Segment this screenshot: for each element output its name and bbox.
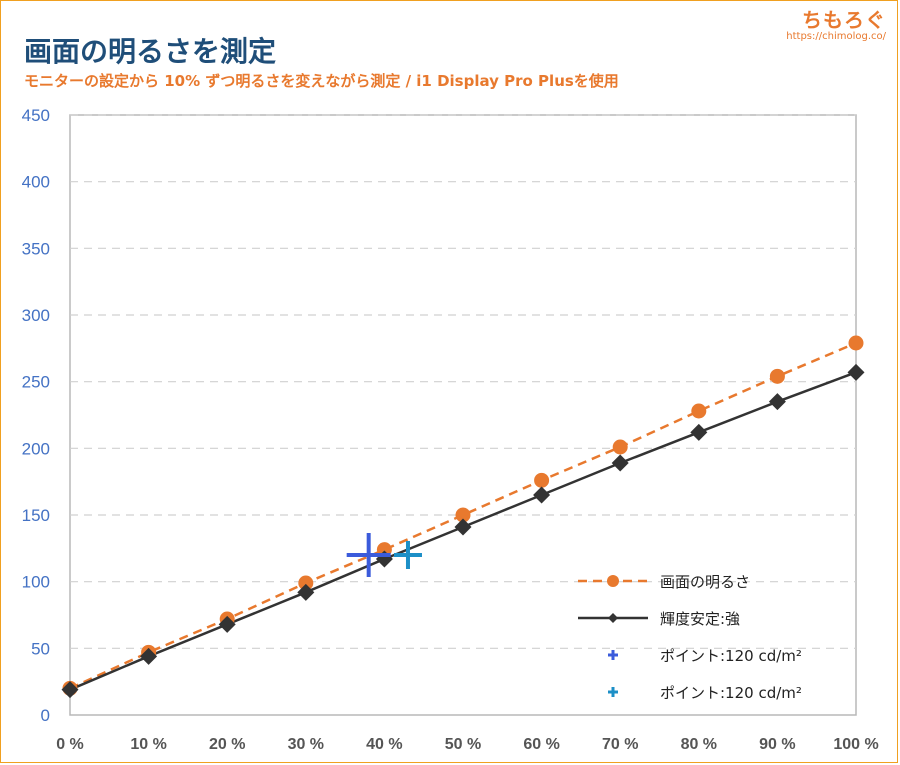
x-tick-label: 40 % bbox=[366, 736, 402, 753]
data-point bbox=[534, 472, 550, 488]
x-axis-ticks: 0 % 10 % 20 % 30 % 40 % 50 % 60 % 70 % 80 % 90 % 1… bbox=[56, 736, 878, 753]
y-tick-label: 0 bbox=[41, 706, 50, 725]
data-point bbox=[768, 393, 786, 411]
data-point bbox=[691, 403, 707, 419]
legend-marker bbox=[607, 575, 619, 587]
x-tick-label: 60 % bbox=[523, 736, 559, 753]
legend-marker-horizontal bbox=[608, 653, 618, 657]
point-marker-horizontal bbox=[346, 553, 391, 557]
x-tick-label: 80 % bbox=[681, 736, 717, 753]
data-point bbox=[847, 363, 865, 381]
y-tick-label: 100 bbox=[22, 573, 50, 592]
point-markers bbox=[346, 533, 422, 577]
highlight-point bbox=[393, 541, 422, 569]
highlight-point bbox=[346, 533, 391, 577]
data-point bbox=[218, 615, 236, 633]
legend-marker bbox=[608, 613, 618, 623]
brand-logo: ちもろぐ https://chimolog.co/ bbox=[786, 4, 886, 42]
data-point bbox=[612, 439, 628, 455]
brand-url: https://chimolog.co/ bbox=[786, 31, 886, 42]
y-tick-label: 450 bbox=[22, 106, 50, 125]
data-point bbox=[61, 681, 79, 699]
y-tick-label: 250 bbox=[22, 373, 50, 392]
x-tick-label: 90 % bbox=[759, 736, 795, 753]
data-point bbox=[848, 335, 864, 351]
legend-label: ポイント:120 cd/m² bbox=[660, 684, 802, 702]
brand-name: ちもろぐ bbox=[802, 8, 886, 32]
chart-subtitle: モニターの設定から 10% ずつ明るさを変えながら測定 / i1 Display… bbox=[24, 72, 619, 90]
x-tick-label: 20 % bbox=[209, 736, 245, 753]
x-tick-label: 70 % bbox=[602, 736, 638, 753]
legend-marker-horizontal bbox=[608, 690, 618, 694]
y-tick-label: 50 bbox=[31, 639, 50, 658]
x-tick-label: 30 % bbox=[288, 736, 324, 753]
y-tick-label: 400 bbox=[22, 173, 50, 192]
data-point bbox=[690, 423, 708, 441]
y-tick-label: 350 bbox=[22, 239, 50, 258]
data-point bbox=[297, 583, 315, 601]
data-point bbox=[298, 575, 314, 591]
data-point bbox=[533, 486, 551, 504]
x-tick-label: 0 % bbox=[56, 736, 84, 753]
data-point bbox=[455, 507, 471, 523]
legend-label: 輝度安定:強 bbox=[660, 610, 740, 628]
data-point bbox=[769, 368, 785, 384]
point-marker-horizontal bbox=[393, 553, 422, 557]
gridlines bbox=[70, 114, 856, 649]
data-point bbox=[454, 518, 472, 536]
x-tick-label: 100 % bbox=[833, 736, 878, 753]
x-tick-label: 50 % bbox=[445, 736, 481, 753]
chart-title: 画面の明るさを測定 bbox=[24, 35, 277, 68]
legend-entry: ポイント:120 cd/m² bbox=[608, 647, 802, 665]
x-tick-label: 10 % bbox=[130, 736, 166, 753]
y-tick-label: 200 bbox=[22, 439, 50, 458]
y-axis-ticks: 0 50 100 150 200 250 300 350 400 450 bbox=[22, 106, 50, 725]
legend-entry: ポイント:120 cd/m² bbox=[608, 684, 802, 702]
y-tick-label: 150 bbox=[22, 506, 50, 525]
legend-label: ポイント:120 cd/m² bbox=[660, 647, 802, 665]
data-point bbox=[140, 647, 158, 665]
data-point bbox=[611, 454, 629, 472]
legend-label: 画面の明るさ bbox=[660, 573, 750, 591]
series-line bbox=[69, 341, 857, 690]
y-tick-label: 300 bbox=[22, 306, 50, 325]
legend-entry: 画面の明るさ bbox=[578, 573, 750, 591]
legend-entry: 輝度安定:強 bbox=[578, 610, 740, 628]
